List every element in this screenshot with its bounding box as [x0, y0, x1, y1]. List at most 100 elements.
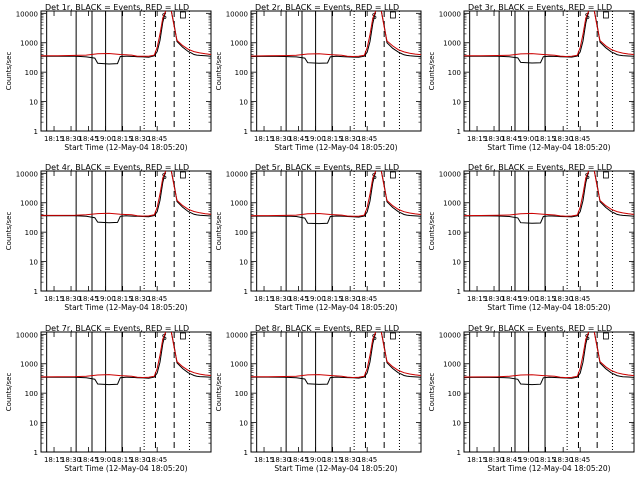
y-axis-label: Counts/sec	[215, 52, 223, 91]
x-tick-label: 19:00	[96, 456, 116, 464]
x-axis-label: Start Time (12-May-04 18:05:20)	[274, 464, 397, 473]
panel-title: Det 1r, BLACK = Events, RED = LLD	[45, 3, 189, 12]
y-tick-label: 100	[448, 390, 461, 398]
x-tick-label: 18:30	[61, 135, 81, 143]
x-axis-label: Start Time (12-May-04 18:05:20)	[64, 464, 187, 473]
y-tick-label: 1000	[230, 200, 248, 208]
x-tick-label: 18:30	[484, 135, 504, 143]
flag-box	[389, 171, 396, 179]
panel-title: Det 5r, BLACK = Events, RED = LLD	[255, 163, 399, 172]
panel-title: Det 4r, BLACK = Events, RED = LLD	[45, 163, 189, 172]
y-tick-label: 1000	[20, 200, 38, 208]
x-tick-label: 18:30	[340, 135, 360, 143]
series-line-lld	[41, 332, 211, 379]
detector-panel: Det 6r, BLACK = Events, RED = LLD 1 10 100 1…	[428, 163, 635, 312]
plot-frame	[463, 10, 635, 132]
x-tick-label: 18:45	[357, 135, 377, 143]
x-tick-label: 18:15	[536, 456, 556, 464]
x-tick-label: 18:30	[130, 295, 150, 303]
y-tick-label: 10	[239, 99, 248, 107]
y-tick-label: 100	[25, 390, 38, 398]
x-tick-label: 18:45	[289, 456, 309, 464]
x-tick-label: 18:45	[289, 295, 309, 303]
flag-box	[179, 332, 186, 340]
x-tick-label: 18:45	[79, 135, 99, 143]
x-axis-label: Start Time (12-May-04 18:05:20)	[274, 303, 397, 312]
y-axis-label: Counts/sec	[428, 212, 436, 251]
x-tick-label: 19:00	[519, 456, 539, 464]
y-tick-label: 10000	[226, 170, 248, 178]
x-tick-label: 18:45	[357, 295, 377, 303]
series-line-lld	[251, 11, 421, 58]
y-tick-label: 10000	[439, 10, 461, 18]
y-tick-label: 1000	[20, 40, 38, 48]
panel-title: Det 2r, BLACK = Events, RED = LLD	[255, 3, 399, 12]
x-axis-label: Start Time (12-May-04 18:05:20)	[274, 143, 397, 152]
x-tick-label: 18:30	[484, 456, 504, 464]
y-axis-label: Counts/sec	[5, 52, 13, 91]
y-tick-label: 100	[448, 229, 461, 237]
x-tick-label: 18:30	[61, 295, 81, 303]
x-tick-label: 18:30	[130, 135, 150, 143]
y-tick-label: 1000	[230, 361, 248, 369]
y-tick-label: 1	[457, 449, 461, 457]
x-tick-label: 18:30	[340, 295, 360, 303]
y-tick-label: 10	[29, 420, 38, 428]
x-tick-label: 19:00	[306, 456, 326, 464]
y-tick-label: 10	[452, 259, 461, 267]
x-tick-label: 18:45	[79, 456, 99, 464]
y-tick-label: 1	[244, 449, 248, 457]
x-tick-label: 18:30	[130, 456, 150, 464]
x-tick-label: 18:30	[271, 135, 291, 143]
x-tick-label: 18:15	[113, 295, 133, 303]
y-tick-label: 10000	[439, 170, 461, 178]
y-axis-label: Counts/sec	[5, 373, 13, 412]
panel-title: Det 9r, BLACK = Events, RED = LLD	[468, 324, 612, 333]
x-tick-label: 19:00	[306, 295, 326, 303]
plot-frame	[463, 331, 635, 453]
plot-frame	[250, 10, 422, 132]
y-tick-label: 10	[29, 259, 38, 267]
series-line-lld	[251, 332, 421, 379]
x-tick-label: 18:15	[323, 295, 343, 303]
y-tick-label: 1000	[20, 361, 38, 369]
x-tick-label: 19:00	[519, 135, 539, 143]
x-tick-label: 18:15	[44, 295, 64, 303]
x-tick-label: 18:15	[467, 295, 487, 303]
y-tick-label: 10000	[226, 10, 248, 18]
x-tick-label: 18:45	[570, 295, 590, 303]
x-tick-label: 18:15	[323, 135, 343, 143]
plot-frame	[40, 10, 212, 132]
y-tick-label: 100	[448, 69, 461, 77]
y-tick-label: 1	[34, 128, 38, 136]
y-tick-label: 10000	[16, 10, 38, 18]
x-tick-label: 18:30	[553, 135, 573, 143]
x-tick-label: 18:45	[289, 135, 309, 143]
x-axis-label: Start Time (12-May-04 18:05:20)	[64, 303, 187, 312]
x-tick-label: 19:00	[306, 135, 326, 143]
y-axis-label: Counts/sec	[215, 212, 223, 251]
y-tick-label: 1	[244, 288, 248, 296]
x-tick-label: 18:15	[254, 295, 274, 303]
y-tick-label: 100	[25, 69, 38, 77]
x-tick-label: 18:15	[113, 456, 133, 464]
x-tick-label: 18:45	[502, 295, 522, 303]
x-tick-label: 18:15	[536, 135, 556, 143]
x-axis-label: Start Time (12-May-04 18:05:20)	[487, 143, 610, 152]
y-tick-label: 1000	[230, 40, 248, 48]
y-tick-label: 1000	[443, 200, 461, 208]
y-tick-label: 10	[239, 420, 248, 428]
series-line-lld	[41, 171, 211, 217]
detector-panel: Det 8r, BLACK = Events, RED = LLD 1 10 100 1…	[215, 324, 422, 473]
flag-box	[389, 332, 396, 340]
y-tick-label: 1	[34, 449, 38, 457]
y-tick-label: 10	[452, 99, 461, 107]
flag-box	[389, 11, 396, 19]
detector-panel: Det 1r, BLACK = Events, RED = LLD 1 10 100 1…	[5, 3, 212, 152]
x-axis-label: Start Time (12-May-04 18:05:20)	[64, 143, 187, 152]
detector-panel: Det 5r, BLACK = Events, RED = LLD 1 10 100 1…	[215, 163, 422, 312]
x-tick-label: 18:15	[536, 295, 556, 303]
x-tick-label: 18:45	[147, 295, 167, 303]
plot-frame	[250, 331, 422, 453]
